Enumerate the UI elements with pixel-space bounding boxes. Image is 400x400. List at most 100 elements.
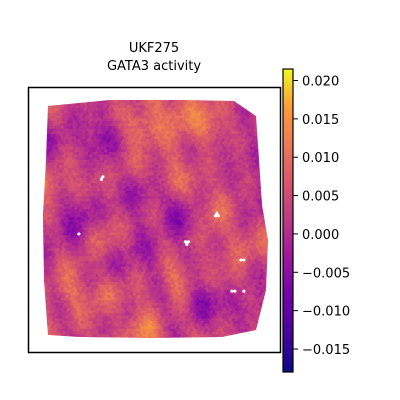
spot [158, 107, 162, 112]
spot [53, 118, 57, 122]
spot [138, 115, 143, 119]
spot [216, 115, 221, 119]
spot [146, 133, 150, 138]
spot [69, 110, 74, 114]
spot [194, 123, 198, 127]
spot [140, 112, 144, 117]
spot [207, 100, 212, 104]
spot [240, 110, 245, 114]
spot [159, 100, 164, 104]
spot [137, 102, 141, 106]
spot [48, 120, 53, 125]
spot [161, 107, 165, 112]
spot [246, 125, 251, 130]
spot [155, 112, 159, 117]
spot [179, 112, 183, 117]
spot [209, 123, 213, 127]
spot [197, 118, 201, 122]
spot [74, 107, 78, 112]
spot [90, 125, 95, 130]
spot [170, 128, 174, 132]
spot [63, 105, 68, 109]
spot [185, 123, 189, 127]
spot [185, 118, 189, 122]
spot [134, 133, 138, 138]
spot [143, 102, 147, 106]
spot [143, 128, 147, 132]
spot [224, 128, 228, 132]
spot [209, 128, 213, 132]
spot [144, 120, 149, 125]
spot [123, 120, 128, 125]
spot [200, 123, 204, 127]
spot [177, 125, 182, 130]
spot [230, 123, 234, 127]
spot [141, 100, 146, 104]
spot [63, 110, 68, 114]
spot [95, 102, 99, 106]
spot [119, 112, 123, 117]
spot [93, 120, 98, 125]
spot [230, 107, 234, 112]
spot [137, 112, 141, 117]
spot [204, 110, 209, 114]
spot [224, 102, 228, 106]
spot [137, 128, 141, 132]
spot [135, 120, 140, 125]
spot [167, 118, 171, 122]
spot [132, 131, 137, 135]
spot [114, 100, 119, 104]
spot [149, 112, 153, 117]
spot [194, 133, 198, 138]
spot [221, 107, 225, 112]
spot [144, 110, 149, 114]
spot [66, 105, 71, 109]
spot [120, 120, 125, 125]
spot [101, 118, 105, 122]
spot [159, 125, 164, 130]
spot [80, 118, 84, 122]
spot [51, 120, 56, 125]
spot [198, 131, 203, 135]
spot [215, 128, 219, 132]
spot [62, 133, 66, 138]
spot [128, 107, 132, 112]
spot [68, 128, 72, 132]
spot [128, 123, 132, 127]
spot [207, 110, 212, 114]
spot [95, 118, 99, 122]
spot [249, 125, 254, 130]
spot [98, 123, 102, 127]
spot [177, 131, 182, 135]
spot [221, 133, 225, 138]
spot [47, 107, 51, 112]
spot [224, 107, 228, 112]
spot [251, 133, 255, 138]
spot [110, 123, 114, 127]
spot [237, 125, 242, 130]
spot [122, 133, 126, 138]
spot [212, 107, 216, 112]
spot [83, 112, 87, 117]
spot [99, 131, 104, 135]
spot [233, 128, 237, 132]
spot [176, 118, 180, 122]
spot [213, 100, 218, 104]
spot [228, 125, 233, 130]
spot [77, 133, 81, 138]
spot [62, 128, 66, 132]
spot [141, 131, 146, 135]
spot [165, 105, 170, 109]
spot [159, 120, 164, 125]
spot [182, 112, 186, 117]
spot [168, 110, 173, 114]
spot [168, 125, 173, 130]
spot [59, 123, 63, 127]
spot [171, 115, 176, 119]
spot [170, 107, 174, 112]
spot [185, 133, 189, 138]
spatial-spots [43, 100, 268, 338]
spot [239, 112, 243, 117]
spot [227, 107, 231, 112]
spot [234, 120, 239, 125]
